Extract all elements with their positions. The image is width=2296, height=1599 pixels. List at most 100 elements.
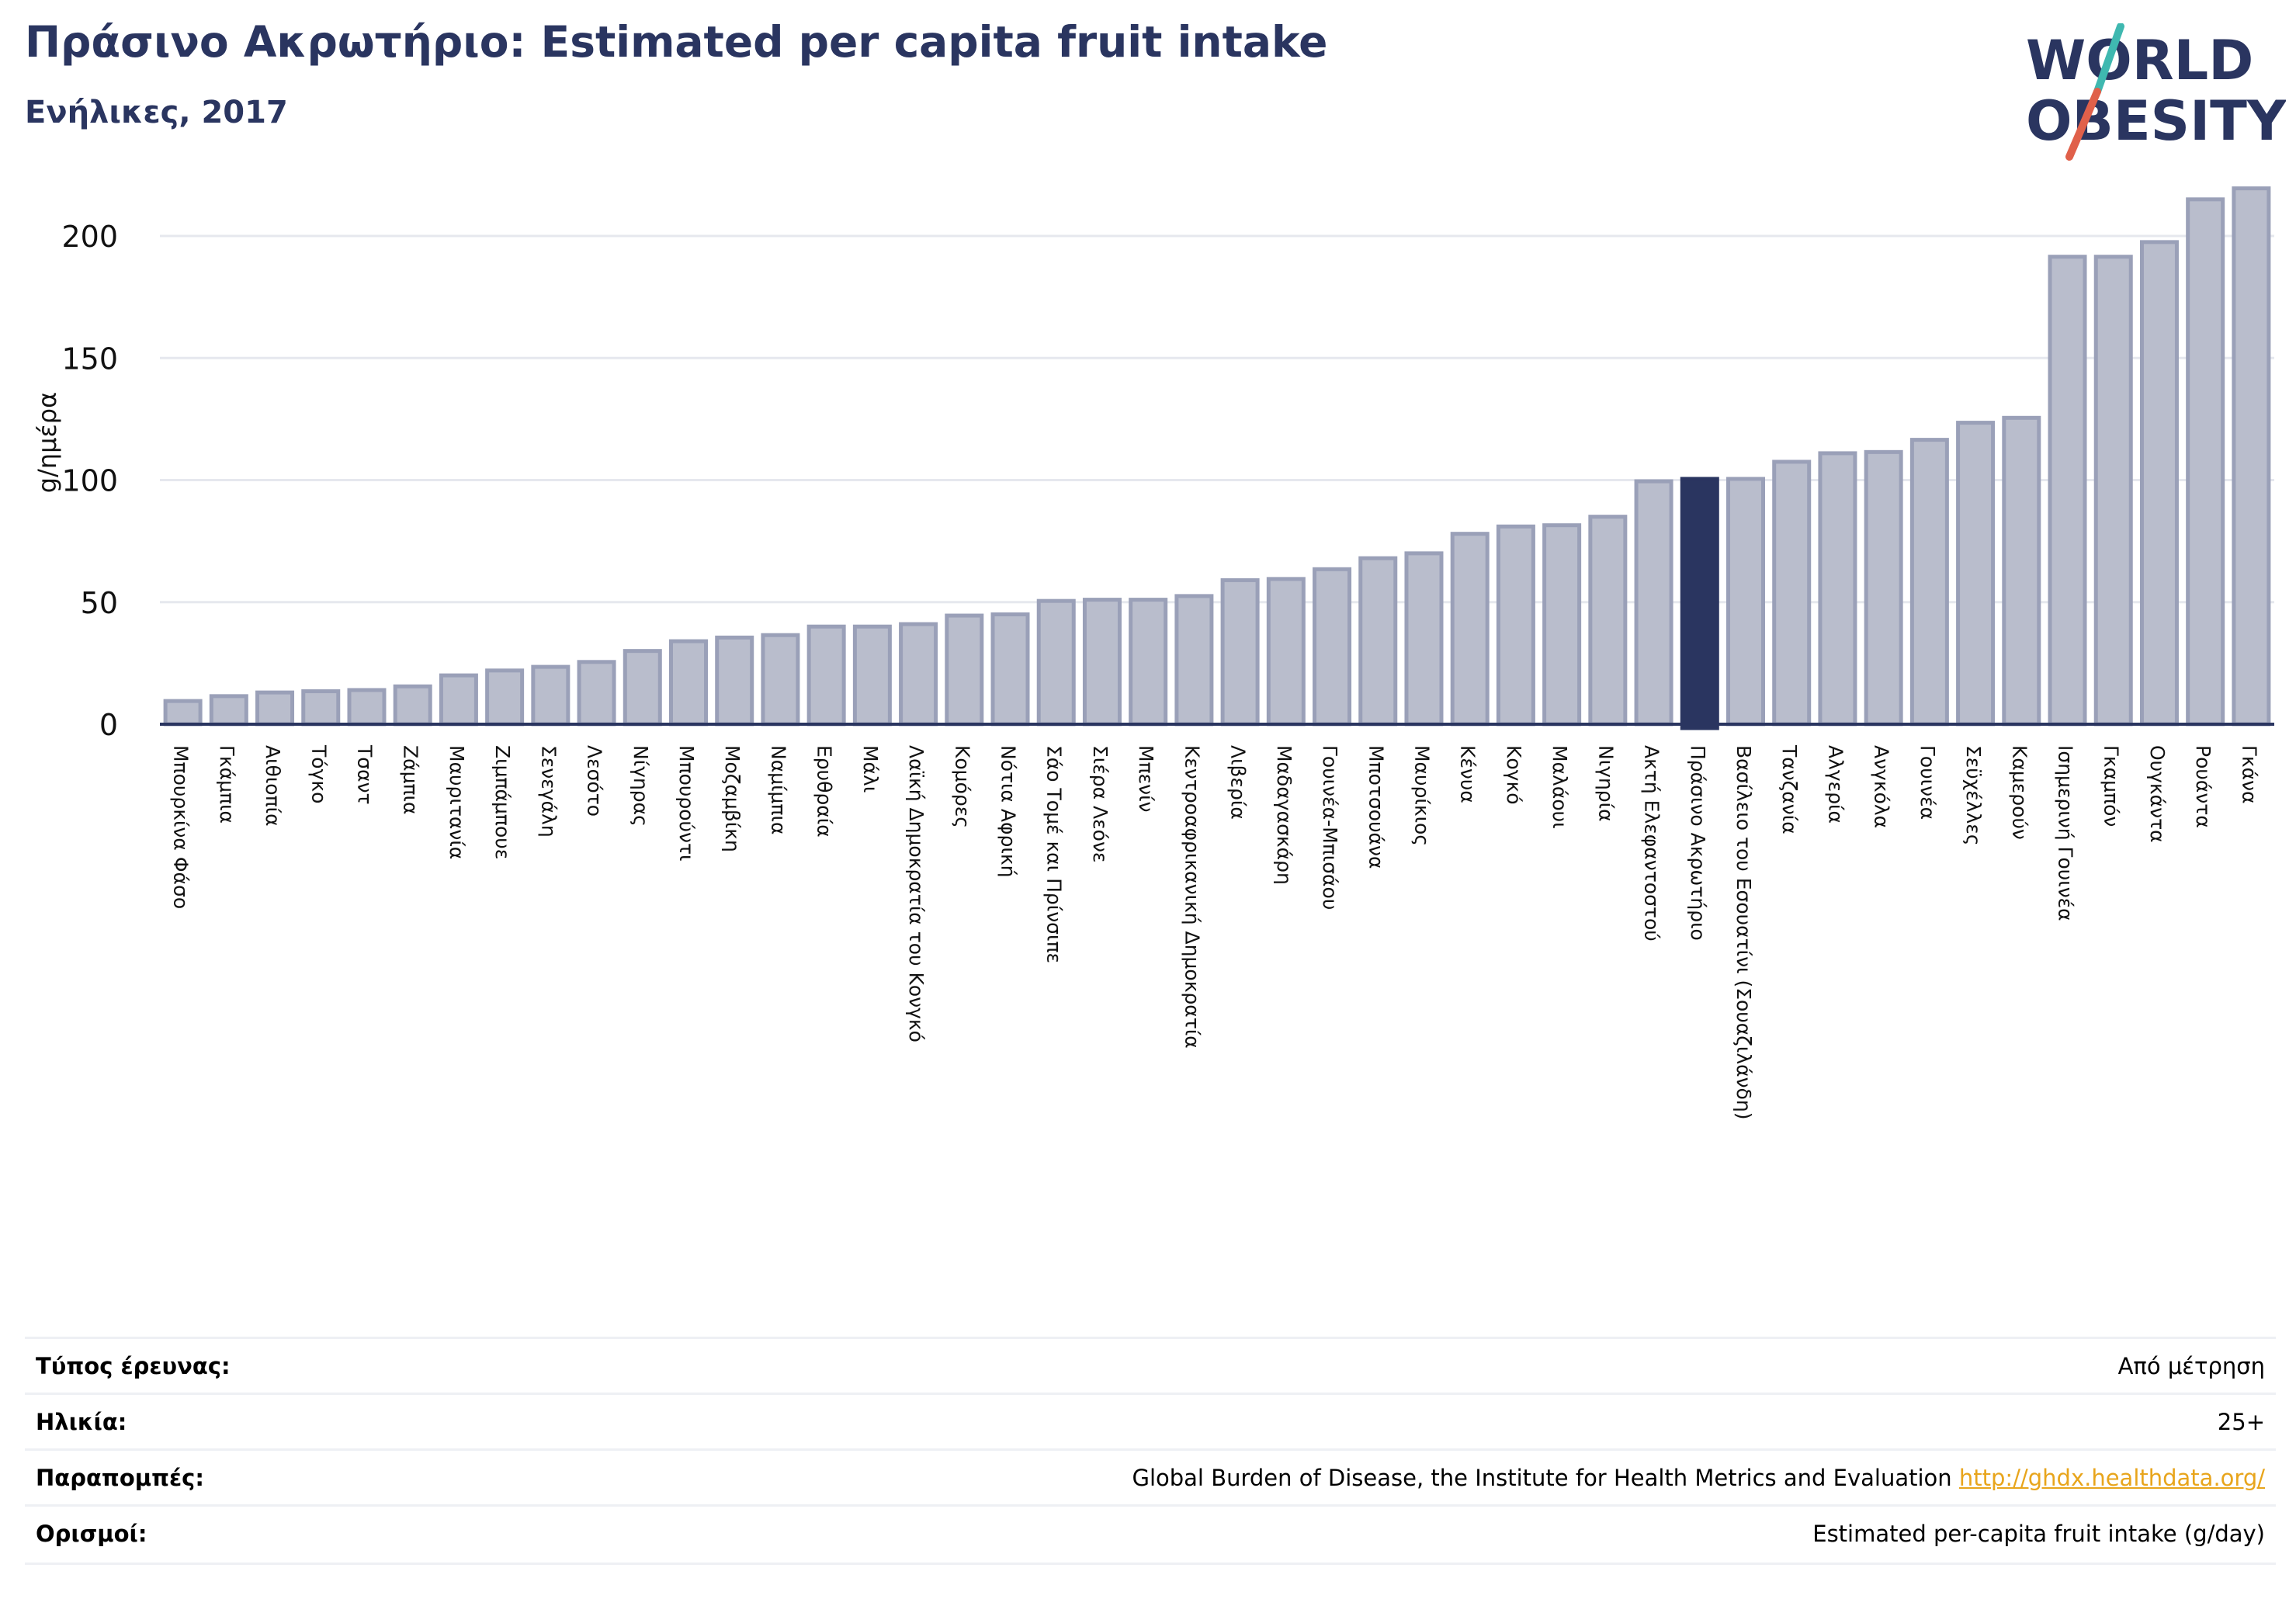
x-tick-label: Νιγηρία [1594, 745, 1617, 822]
definitions-label: Ορισμοί: [36, 1521, 147, 1547]
references-value-wrap: Global Burden of Disease, the Institute … [1132, 1465, 2265, 1491]
bar [1404, 551, 1444, 727]
bar [1634, 479, 1673, 727]
x-tick-label: Πράσινο Ακρωτήριο [1687, 745, 1709, 941]
x-tick-label: Κεντροαφρικανική Δημοκρατία [1181, 745, 1203, 1049]
x-tick-label: Σιέρα Λεόνε [1089, 745, 1112, 862]
y-axis-label: g/ημέρα [33, 392, 62, 493]
x-tick-label: Νίγηρας [629, 745, 652, 827]
bar [1588, 515, 1628, 727]
bar [1358, 556, 1398, 727]
info-row-references: Παραπομπές: Global Burden of Disease, th… [25, 1448, 2276, 1507]
x-tick-label: Καμερούν [2008, 745, 2031, 840]
bar [163, 699, 203, 727]
bar [945, 613, 984, 727]
page-subtitle: Ενήλικες, 2017 [25, 95, 288, 130]
x-tick-label: Λιβερία [1227, 745, 1250, 820]
x-tick-label: Κένυα [1457, 745, 1479, 803]
bar [1818, 451, 1857, 727]
bar [1129, 598, 1168, 727]
references-label: Παραπομπές: [36, 1465, 204, 1491]
logo-slash-red [2065, 88, 2101, 161]
info-row-definitions: Ορισμοί: Estimated per-capita fruit inta… [25, 1504, 2276, 1565]
x-tick-label: Μπενίν [1135, 745, 1157, 813]
y-tick-label: 150 [61, 342, 118, 376]
x-tick-label: Τόγκο [307, 744, 330, 803]
x-tick-label: Ζάμπια [400, 745, 422, 815]
bar [2048, 255, 2087, 727]
bar [347, 688, 387, 727]
bar [1174, 594, 1214, 727]
x-tick-label: Μαυριτανία [446, 745, 468, 859]
x-tick-label: Αλγερία [1824, 745, 1847, 824]
bar [2139, 240, 2179, 727]
bar [439, 673, 478, 727]
x-tick-label: Μπουρούντι [675, 745, 698, 862]
bar [990, 612, 1030, 727]
info-row-survey-type: Τύπος έρευνας: Από μέτρηση [25, 1337, 2276, 1395]
bar [899, 622, 938, 727]
y-tick-label: 50 [81, 586, 118, 620]
definitions-value: Estimated per-capita fruit intake (g/day… [1812, 1521, 2265, 1547]
bar [301, 689, 341, 727]
x-tick-label: Σενεγάλη [537, 745, 560, 838]
x-tick-label: Λαϊκή Δημοκρατία του Κονγκό [905, 745, 928, 1042]
logo-line1: WORLD [2026, 29, 2253, 92]
x-tick-label: Τσαντ [353, 744, 376, 805]
logo-slash-teal [2093, 23, 2124, 95]
bar [2232, 186, 2271, 727]
x-tick-label: Σεϋχέλλες [1962, 745, 1985, 846]
bar [623, 649, 662, 727]
bar [806, 624, 846, 727]
bar [2093, 255, 2133, 727]
bar [1082, 598, 1122, 727]
x-tick-label: Ισημερινή Γουινέα [2055, 745, 2077, 921]
bar [1036, 598, 1076, 727]
x-tick-label: Ερυθραία [813, 745, 836, 838]
bar [668, 639, 709, 727]
x-tick-label: Μοζαμβίκη [721, 745, 744, 852]
bar [1909, 438, 1949, 727]
bar [1542, 523, 1582, 727]
age-value: 25+ [2217, 1409, 2265, 1435]
bar [2002, 415, 2041, 727]
bar [1772, 460, 1812, 727]
references-value: Global Burden of Disease, the Institute … [1132, 1465, 1952, 1491]
x-tick-label: Ακτή Ελεφαντοστού [1641, 745, 1663, 942]
x-tick-label: Λεσότο [584, 745, 606, 817]
bar [393, 684, 432, 727]
x-tick-label: Γκάνα [2238, 745, 2260, 804]
age-label: Ηλικία: [36, 1409, 127, 1435]
references-link[interactable]: http://ghdx.healthdata.org/ [1958, 1465, 2265, 1491]
bar [1450, 532, 1490, 727]
bar [577, 660, 616, 727]
bar [1680, 477, 1719, 730]
x-tick-label: Ανγκόλα [1871, 745, 1893, 828]
x-tick-label: Τανζανία [1778, 744, 1801, 834]
x-tick-label: Σάο Τομέ και Πρίνσιπε [1043, 745, 1066, 963]
x-tick-label: Γουινέα-Μπισάου [1319, 745, 1341, 910]
x-tick-label: Βασίλειο του Εσουατίνι (Σουαζιλάνδη) [1732, 745, 1755, 1119]
x-tick-label: Αιθιοπία [262, 745, 284, 827]
world-obesity-logo: WORLD OBESITY [2026, 23, 2286, 161]
page-title: Πράσινο Ακρωτήριο: Estimated per capita … [25, 17, 1328, 67]
x-tick-label: Μαδαγασκάρη [1273, 745, 1295, 885]
x-tick-label: Γουινέα [1916, 745, 1939, 820]
logo-line2: OBESITY [2026, 89, 2286, 153]
bar [1220, 578, 1260, 727]
bar [761, 633, 800, 727]
bar [1725, 477, 1766, 727]
bar-chart: 0 50 100 150 200 g/ημέρα Μπουρκίνα Φάσο Γκάμπια… [33, 186, 2274, 1119]
x-tick-label: Νότια Αφρική [997, 745, 1020, 877]
bar [1956, 421, 1996, 727]
bar [485, 668, 525, 727]
y-tick-label: 100 [61, 464, 118, 498]
bar [715, 635, 754, 727]
x-tick-label: Μαυρίκιος [1410, 745, 1433, 846]
x-tick-label: Μπουρκίνα Φάσο [170, 745, 192, 909]
x-tick-label: Ρουάντα [2192, 745, 2214, 828]
info-row-age: Ηλικία: 25+ [25, 1393, 2276, 1451]
x-tick-label: Ναμίμπια [767, 745, 789, 834]
x-tick-label: Μποτσουάνα [1365, 745, 1387, 869]
x-tick-label: Ουγκάντα [2146, 745, 2169, 843]
